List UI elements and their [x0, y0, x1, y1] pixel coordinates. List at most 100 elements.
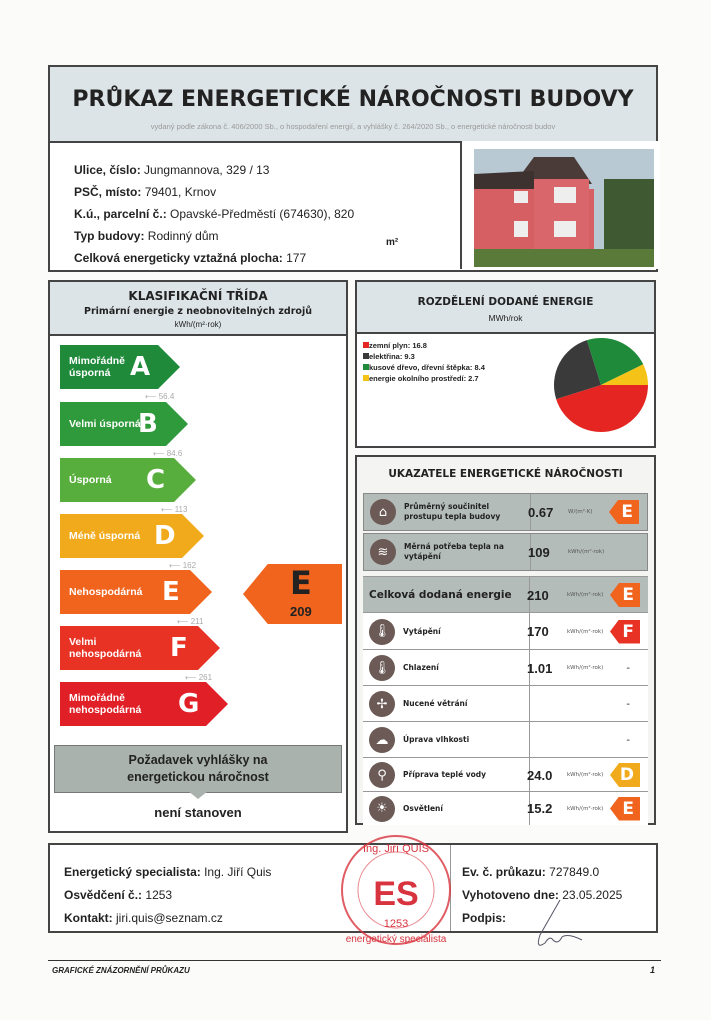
- indicator-unit: kWh/(m²·rok): [567, 628, 604, 635]
- cert-label: Osvědčení č.:: [64, 888, 143, 902]
- class-letter: C: [146, 465, 166, 495]
- class-badge: E: [609, 500, 639, 524]
- class-bar-d: Méně úsporná D: [60, 514, 204, 558]
- house-photo-image: [474, 149, 654, 267]
- info-field: K.ú., parcelní č.: Opavské-Předměstí (67…: [74, 203, 354, 225]
- header-box: PRŮKAZ ENERGETICKÉ NÁROČNOSTI BUDOVY vyd…: [48, 65, 660, 272]
- indicator-label: Příprava teplé vody: [403, 770, 487, 779]
- fan-icon: ✢: [369, 691, 395, 717]
- requirement-value: není stanoven: [154, 805, 242, 820]
- svg-text:Ing. Jiří QUIS: Ing. Jiří QUIS: [363, 843, 429, 855]
- indicator-row: ⌂ Průměrný součinitel prostupu tepla budo…: [363, 493, 648, 531]
- indicator-row: ☁ Úprava vlhkosti -: [363, 721, 648, 758]
- distribution-title: ROZDĚLENÍ DODANÉ ENERGIE: [417, 296, 594, 308]
- indicator-unit: kWh/(m²·rok): [567, 805, 604, 812]
- indicator-value: 0.67: [528, 504, 554, 520]
- legend-swatch: [363, 375, 369, 381]
- humidity-icon: ☁: [369, 727, 395, 753]
- info-label: Typ budovy:: [74, 229, 145, 243]
- requirement-title: Požadavek vyhlášky na energetickou nároč…: [127, 753, 269, 784]
- class-letter: E: [162, 577, 180, 607]
- class-bar-a: Mimořádně úsporná A: [60, 345, 180, 389]
- indicator-row: ≋ Měrná potřeba tepla na vytápění 109 kWh/(…: [363, 533, 648, 571]
- indicator-unit: kWh/(m²·rok): [567, 665, 604, 671]
- distribution-box: ROZDĚLENÍ DODANÉ ENERGIE MWh/rok zemní p…: [355, 280, 656, 448]
- pie-slice: [554, 340, 601, 400]
- class-bar-b: Velmi úsporná B: [60, 402, 188, 446]
- legend-swatch: [363, 353, 369, 359]
- date-label: Vyhotoveno dne:: [462, 888, 559, 902]
- pie-slice: [556, 385, 648, 432]
- indicator-label: Chlazení: [403, 663, 439, 672]
- indicator-unit: kWh/(m²·rok): [568, 549, 605, 555]
- specialist-stamp: Ing. Jiří QUIS ES 1253 energetický speci…: [341, 835, 451, 945]
- indicator-label: Průměrný součinitel prostupu tepla budov…: [404, 502, 501, 521]
- pie-chart: [554, 338, 648, 432]
- document-subtitle: vydaný podle zákona č. 406/2000 Sb., o h…: [150, 122, 556, 131]
- contact-label: Kontakt:: [64, 911, 113, 925]
- reg-number: 727849.0: [549, 865, 600, 879]
- no-class-dash: -: [626, 662, 630, 674]
- class-badge: F: [610, 619, 640, 644]
- info-value: Rodinný dům: [147, 229, 219, 243]
- info-value: 177: [286, 251, 307, 265]
- indicator-unit: W/(m²·K): [568, 509, 593, 515]
- class-threshold: ⟵ 211: [177, 617, 204, 626]
- issue-date: 23.05.2025: [562, 888, 623, 902]
- indicator-row: 🌡 Chlazení 1.01 kWh/(m²·rok) -: [363, 649, 648, 686]
- info-field: Ulice, číslo: Jungmannova, 329 / 13: [74, 159, 354, 181]
- requirement-header: [54, 745, 342, 793]
- class-label: Nehospodárná: [69, 586, 143, 598]
- class-label: Úsporná: [69, 474, 112, 486]
- indicator-value: 24.0: [527, 767, 553, 783]
- class-badge: D: [610, 763, 640, 787]
- info-label: PSČ, místo:: [74, 185, 142, 199]
- class-label: Mimořádně úsporná: [69, 355, 126, 379]
- class-label: Velmi úsporná: [69, 418, 141, 430]
- classification-unit: kWh/(m²·rok): [174, 320, 222, 329]
- current-rating-letter: E: [290, 564, 312, 602]
- indicator-value: 170: [527, 624, 549, 639]
- indicator-label: Celková dodaná energie: [369, 589, 512, 601]
- current-rating-arrow: E 209: [243, 564, 342, 624]
- info-value: 79401, Krnov: [144, 185, 217, 199]
- class-label: Velmi nehospodárná: [69, 636, 142, 660]
- classification-box: KLASIFIKAČNÍ TŘÍDA Primární energie z ne…: [48, 280, 348, 833]
- building-area-unit: m²: [386, 237, 399, 248]
- signature: [537, 899, 583, 946]
- heat-demand-icon: ≋: [370, 539, 396, 565]
- class-letter: F: [170, 633, 188, 663]
- class-bar-e: Nehospodárná E: [60, 570, 212, 614]
- info-value: Opavské-Předměstí (674630), 820: [170, 207, 355, 221]
- indicator-label: Měrná potřeba tepla na vytápění: [404, 542, 504, 561]
- indicators-box: UKAZATELE ENERGETICKÉ NÁROČNOSTI ⌂ Průměr…: [355, 455, 656, 825]
- class-threshold: ⟵ 56.4: [145, 392, 175, 401]
- indicator-label: Úprava vlhkosti: [403, 735, 470, 744]
- indicator-row: 🌡 Vytápění 170 kWh/(m²·rok) F: [363, 612, 648, 650]
- pie-slice: [586, 338, 644, 385]
- class-threshold: ⟵ 84.6: [153, 449, 183, 458]
- info-value: Jungmannova, 329 / 13: [144, 163, 270, 177]
- class-bar-g: Mimořádně nehospodárná G: [60, 682, 228, 726]
- svg-text:1253: 1253: [384, 918, 408, 930]
- class-threshold: ⟵ 261: [185, 673, 213, 682]
- specialist-label: Energetický specialista:: [64, 865, 201, 879]
- info-label: Celková energeticky vztažná plocha:: [74, 251, 283, 265]
- indicator-label: Nucené větrání: [403, 699, 468, 708]
- document-title: PRŮKAZ ENERGETICKÉ NÁROČNOSTI BUDOVY: [72, 87, 634, 112]
- building-info: Ulice, číslo: Jungmannova, 329 / 13 PSČ, …: [74, 159, 354, 269]
- legend-swatch: [363, 342, 369, 348]
- indicator-label: Osvětlení: [403, 803, 443, 813]
- certificate-info: Ev. č. průkazu: 727849.0 Vyhotoveno dne:…: [462, 861, 622, 930]
- indicator-label: Vytápění: [403, 626, 441, 636]
- indicator-unit: kWh/(m²·rok): [567, 592, 604, 598]
- specialist-name: Ing. Jiří Quis: [204, 865, 272, 879]
- indicator-row: ☀ Osvětlení 15.2 kWh/(m²·rok) E: [363, 791, 648, 825]
- contact-email: jiri.quis@seznam.cz: [116, 911, 223, 925]
- class-threshold: ⟵ 162: [169, 561, 197, 570]
- info-field: PSČ, místo: 79401, Krnov: [74, 181, 354, 203]
- footer-label: GRAFICKÉ ZNÁZORNĚNÍ PRŮKAZU: [52, 966, 190, 975]
- svg-text:energetický specialista: energetický specialista: [346, 934, 447, 945]
- house-icon: ⌂: [370, 499, 396, 525]
- info-label: Ulice, číslo:: [74, 163, 141, 177]
